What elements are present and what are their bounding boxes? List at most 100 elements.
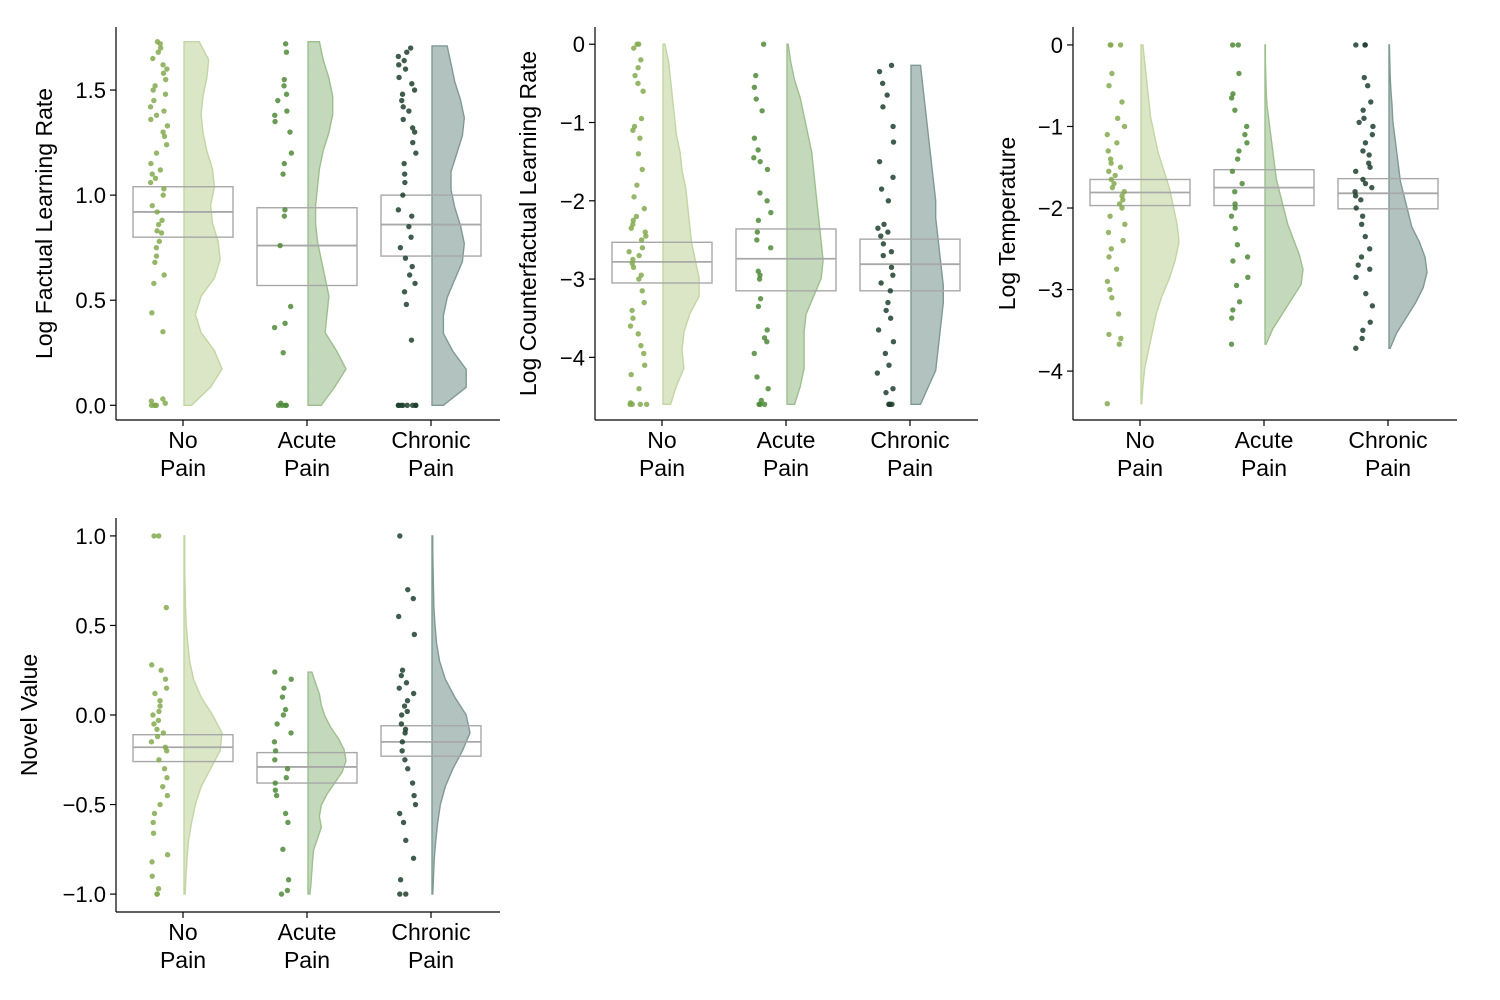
data-point [406,272,413,278]
data-point [160,730,167,736]
data-point [411,87,418,93]
data-point [1367,164,1373,170]
data-point [412,801,419,808]
data-point [1230,258,1236,264]
data-point [288,676,294,682]
data-point [642,229,648,235]
data-point [629,307,635,314]
data-point [1109,295,1115,301]
data-point [1353,274,1359,281]
data-point [164,792,171,799]
data-point [149,859,155,865]
data-point [764,166,771,173]
data-point [1234,242,1241,248]
data-point [397,244,404,251]
data-point [151,97,157,104]
violin-half [1388,44,1428,349]
data-point [397,877,404,883]
data-point [1108,246,1115,252]
data-point [1122,221,1128,228]
data-point [1113,266,1120,272]
y-tick-label: 1.0 [75,183,106,208]
data-point [751,350,757,357]
violin-half [183,41,223,406]
data-point [881,221,887,227]
data-point [403,891,409,897]
data-point [154,209,160,215]
box [735,228,837,292]
data-point [1367,266,1373,272]
data-point [751,155,757,161]
data-point [406,108,412,114]
data-point [1118,335,1124,342]
data-point [878,280,884,286]
y-tick-label: 1.0 [75,524,106,549]
data-point [1232,201,1238,207]
data-point [412,402,419,408]
y-tick-label: −2 [560,189,585,214]
data-point [408,337,415,343]
data-point [157,697,163,704]
data-point [880,252,886,259]
data-point [876,158,883,165]
data-point [751,84,758,90]
x-tick-label: Pain [1241,455,1287,481]
data-point [890,123,896,130]
data-point [764,339,770,345]
data-point [1359,213,1366,219]
data-point [162,91,169,97]
data-point [272,112,278,118]
data-point [402,66,409,72]
data-point [636,276,642,282]
data-point [161,766,168,772]
data-point [1229,315,1235,321]
x-tick-label: Pain [639,455,685,481]
data-point [888,264,895,271]
data-point [277,242,283,249]
y-axis-title: Novel Value [16,654,42,776]
data-point [641,362,648,368]
data-point [161,272,167,278]
data-point [160,70,167,76]
data-point [753,72,759,79]
data-point [637,135,643,141]
data-point [628,371,634,378]
data-point [396,810,403,817]
data-point [399,667,406,673]
x-tick-label: No [168,427,197,453]
data-point [150,830,157,836]
data-point [631,194,637,200]
data-point [890,139,897,145]
data-point [890,272,896,278]
data-point [162,76,169,83]
data-point [281,76,287,83]
data-point [281,160,287,167]
data-point [765,385,771,392]
data-point [278,400,284,406]
data-point [151,280,157,287]
data-point [280,712,287,718]
data-point [882,350,889,357]
data-point [636,41,642,47]
data-point [404,49,410,55]
data-point [751,135,758,141]
data-point [164,774,170,781]
data-point [755,303,762,310]
data-point [283,402,290,408]
data-point [638,57,644,63]
data-point [767,245,774,251]
x-tick-label: No [168,919,197,945]
data-point [151,810,158,817]
data-point [633,213,640,220]
data-point [162,744,169,750]
data-point [402,757,408,763]
data-point [1236,70,1242,77]
data-point [879,80,886,87]
y-tick-label: −2 [1038,196,1063,221]
data-point [399,97,405,104]
x-tick-label: Pain [1117,455,1163,481]
data-point [1366,152,1372,158]
